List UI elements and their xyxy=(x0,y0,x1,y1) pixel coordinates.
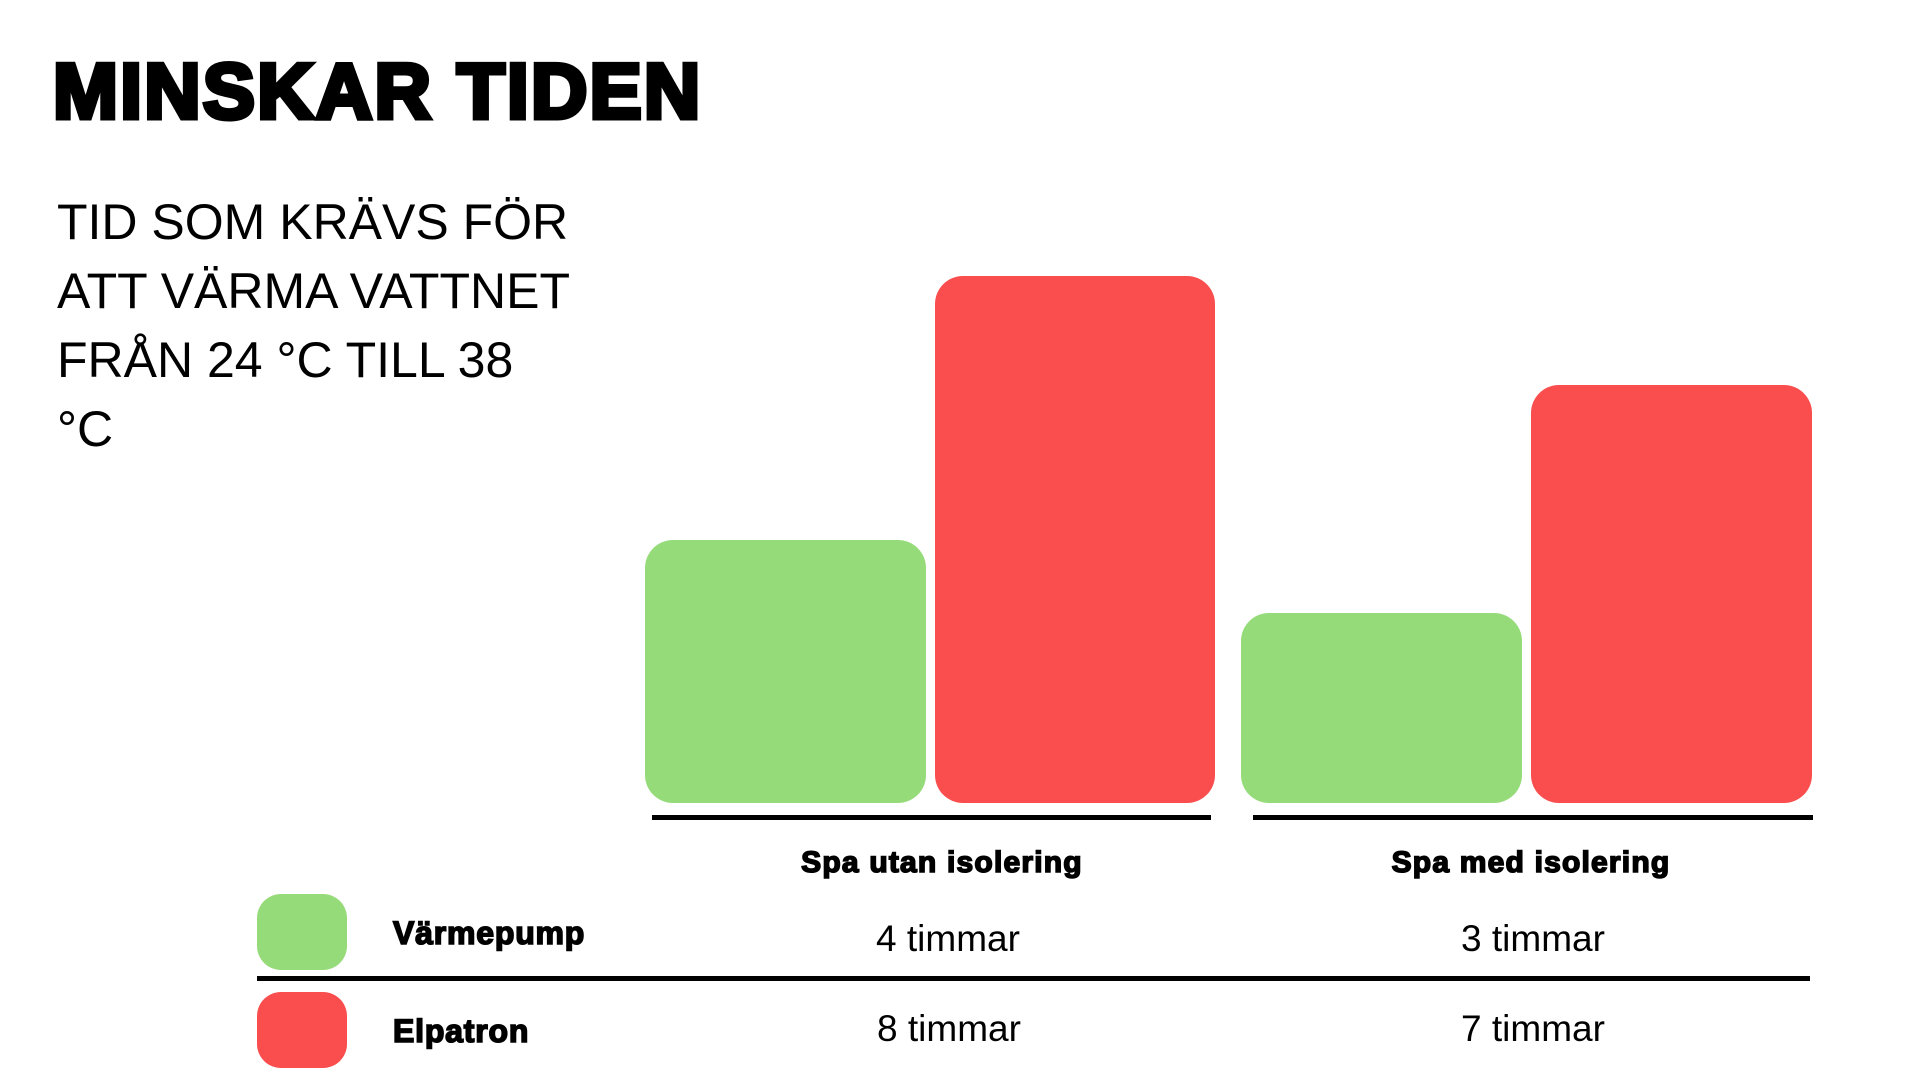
bar-elpatron-spa-utan-isolering xyxy=(935,276,1215,803)
bar-varmepump-spa-utan-isolering xyxy=(645,540,926,803)
value-elpatron-spa-med-isolering: 7 timmar xyxy=(1461,1008,1605,1049)
category-label-spa-med-isolering: Spa med isolering xyxy=(1391,845,1671,880)
axis-line-spa-utan-isolering xyxy=(652,815,1211,820)
legend-table-separator xyxy=(257,976,1810,981)
chart-subtitle: TID SOM KRÄVS FÖR ATT VÄRMA VATTNET FRÅN… xyxy=(57,194,571,457)
value-elpatron-spa-utan-isolering: 8 timmar xyxy=(877,1008,1021,1049)
category-label-spa-utan-isolering: Spa utan isolering xyxy=(800,845,1083,880)
bar-elpatron-spa-med-isolering xyxy=(1531,385,1812,803)
value-varmepump-spa-med-isolering: 3 timmar xyxy=(1461,918,1605,959)
axis-line-spa-med-isolering xyxy=(1253,815,1813,820)
chart-title: MINSKAR TIDEN xyxy=(51,45,703,138)
legend-swatch-elpatron xyxy=(257,992,347,1068)
legend-label-elpatron: Elpatron xyxy=(392,1012,530,1050)
legend-label-varmepump: Värmepump xyxy=(392,914,586,952)
bar-varmepump-spa-med-isolering xyxy=(1241,613,1522,803)
legend-swatch-varmepump xyxy=(257,894,347,970)
value-varmepump-spa-utan-isolering: 4 timmar xyxy=(876,918,1020,959)
